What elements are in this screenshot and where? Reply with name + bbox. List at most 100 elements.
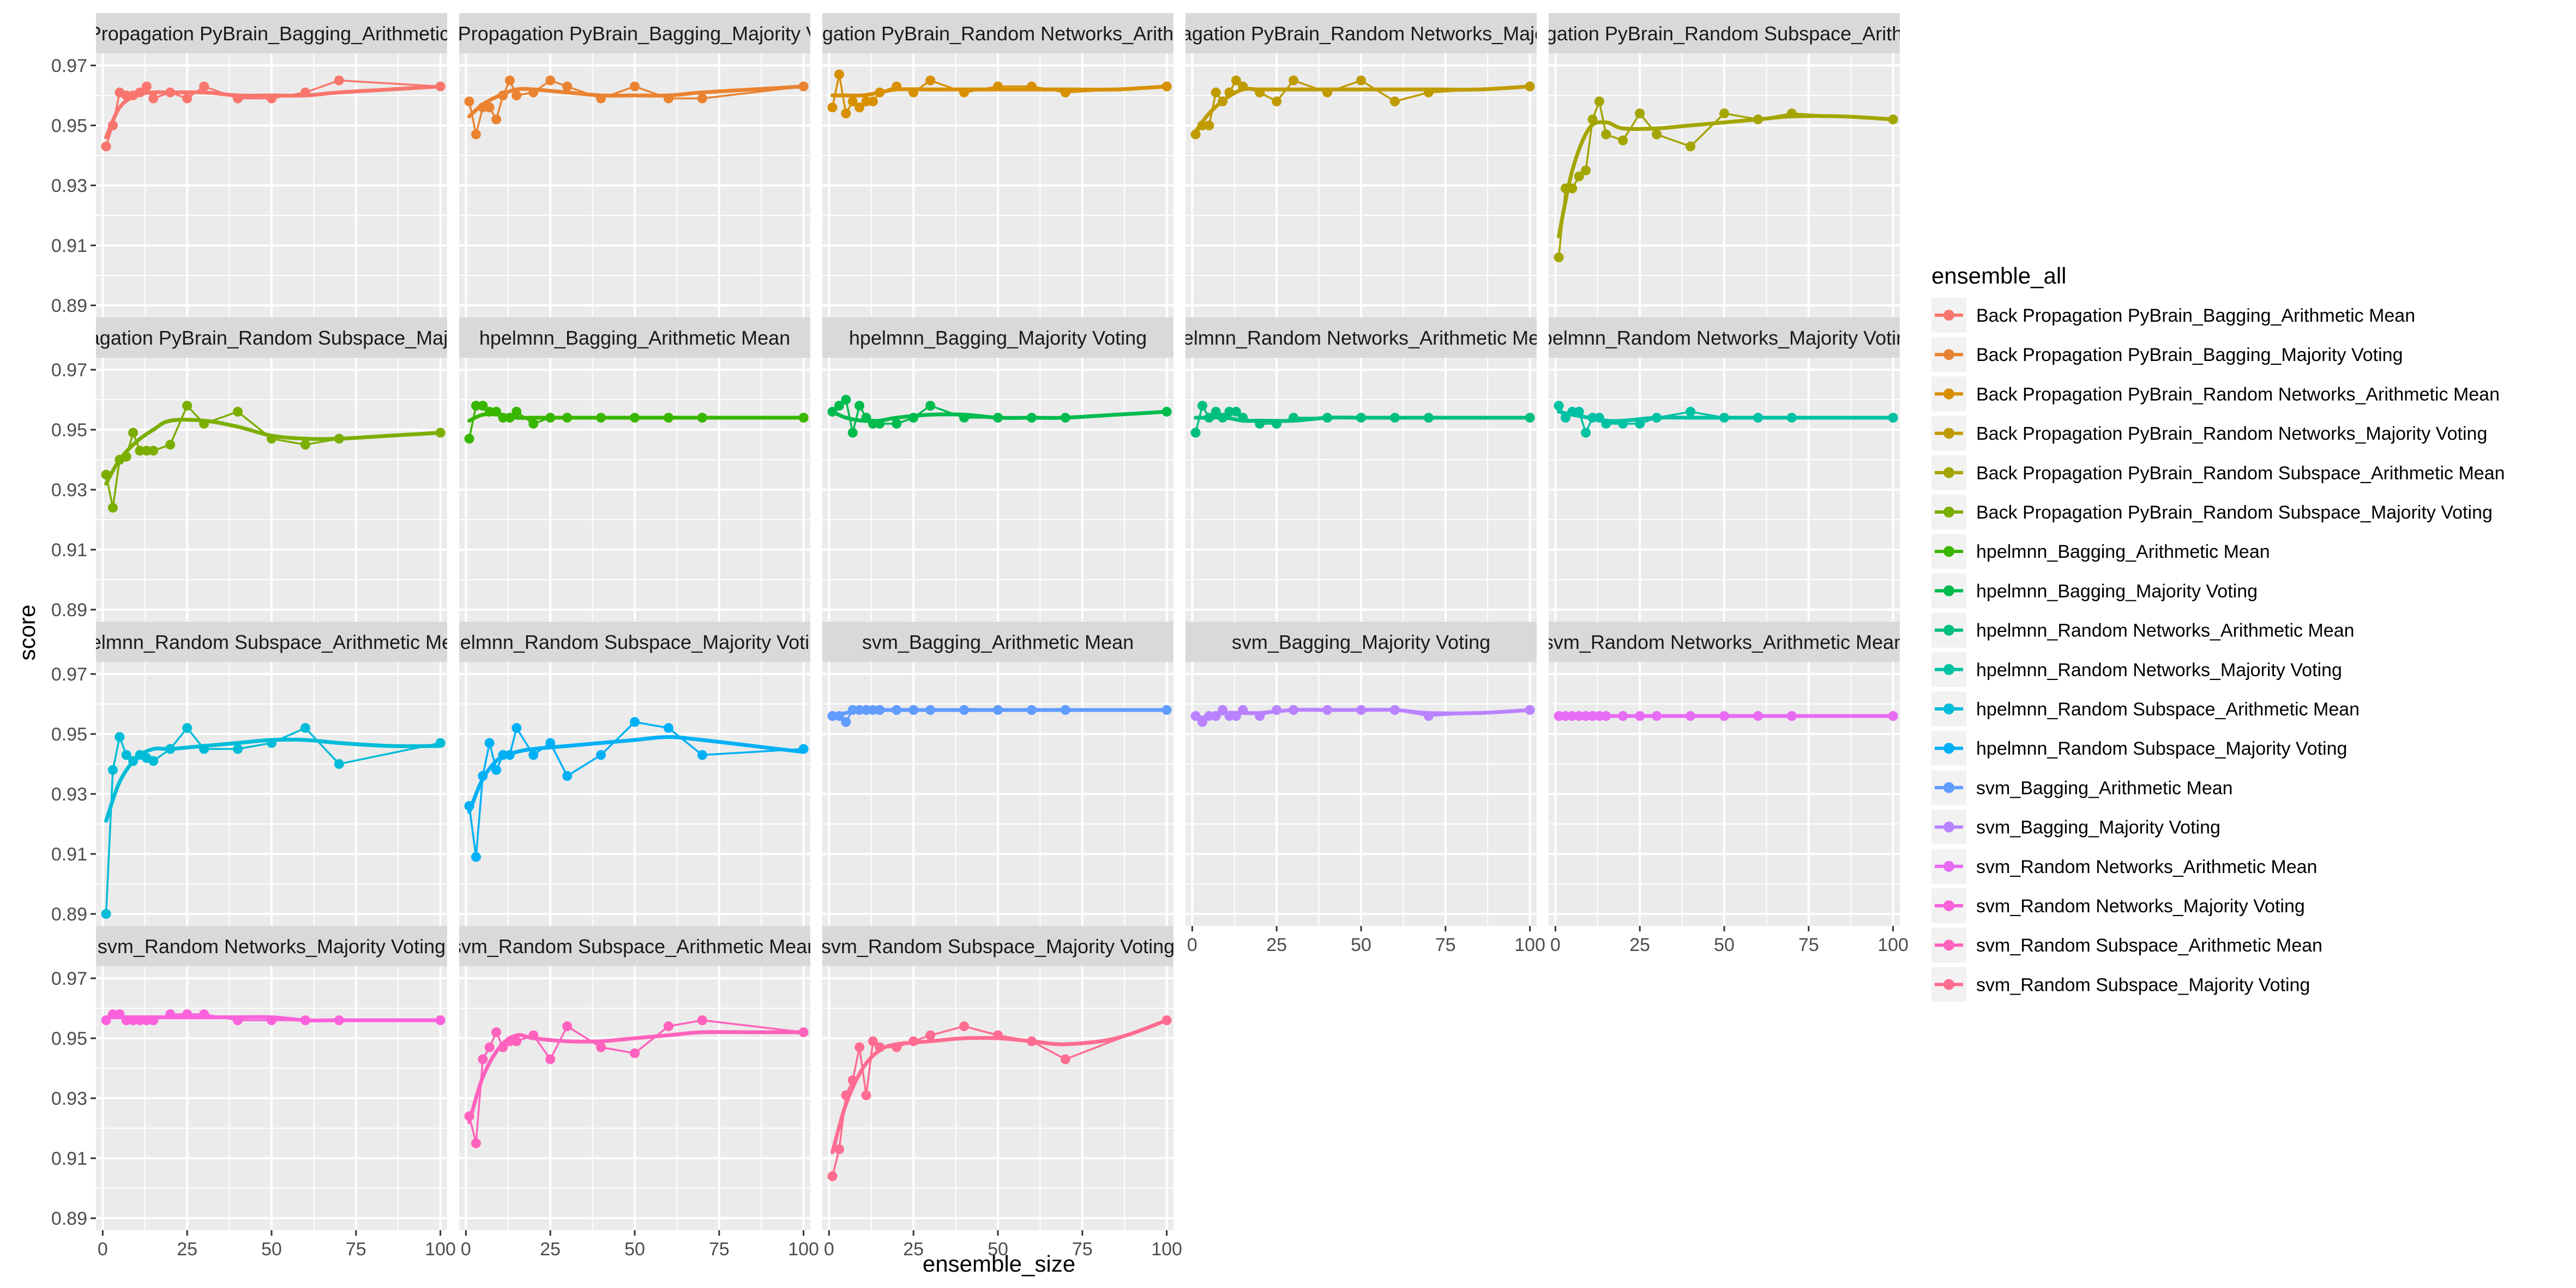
- facet-panel: svm_Bagging_Arithmetic Mean: [822, 622, 1173, 926]
- data-point: [827, 711, 838, 721]
- data-point: [1197, 717, 1207, 727]
- y-tick-label: 0.93: [51, 784, 87, 805]
- legend-item: hpelmnn_Bagging_Majority Voting: [1931, 573, 2258, 609]
- facet-strip: [1549, 13, 1900, 53]
- data-point: [498, 91, 508, 100]
- data-point: [435, 738, 446, 748]
- data-point: [1719, 711, 1729, 721]
- smooth-trend-line: [830, 1018, 1169, 1154]
- series-group: [101, 75, 446, 152]
- data-point: [1618, 711, 1628, 721]
- data-point: [545, 413, 556, 423]
- data-point: [1204, 413, 1214, 423]
- data-point: [165, 87, 176, 98]
- data-point: [841, 1090, 851, 1100]
- facet-strip-label: Back Propagation PyBrain_Random Networks…: [721, 22, 1275, 45]
- y-tick-label: 0.95: [51, 420, 87, 441]
- facet-strip-label: Back Propagation PyBrain_Bagging_Majorit…: [409, 22, 861, 45]
- facet-strip: [1549, 622, 1900, 662]
- legend-item: Back Propagation PyBrain_Random Networks…: [1931, 416, 2487, 451]
- x-tick-label: 25: [177, 1239, 197, 1260]
- legend-label: hpelmnn_Random Subspace_Arithmetic Mean: [1976, 699, 2360, 720]
- facet-strip: [459, 622, 810, 662]
- data-point: [128, 1015, 139, 1025]
- data-point: [491, 765, 502, 775]
- facet-strip: [96, 926, 447, 966]
- legend-item: Back Propagation PyBrain_Random Subspace…: [1931, 495, 2493, 529]
- legend-item: hpelmnn_Random Networks_Majority Voting: [1931, 652, 2342, 687]
- data-point: [1719, 109, 1729, 118]
- data-point: [199, 81, 209, 92]
- series-line: [1557, 98, 1893, 258]
- data-point: [135, 1015, 145, 1025]
- data-point: [1389, 413, 1400, 423]
- data-point: [141, 81, 152, 92]
- facet-strip: [96, 317, 447, 358]
- data-point: [663, 723, 673, 733]
- data-point: [993, 413, 1003, 423]
- data-point: [861, 705, 871, 715]
- x-tick-label: 100: [1877, 935, 1909, 955]
- legend-key-point: [1943, 703, 1954, 714]
- data-point: [908, 705, 919, 715]
- data-point: [847, 428, 858, 438]
- data-point: [165, 440, 176, 450]
- legend-label: hpelmnn_Random Subspace_Majority Voting: [1976, 738, 2347, 759]
- data-point: [1289, 413, 1299, 423]
- data-point: [562, 1021, 573, 1031]
- legend-label: svm_Random Subspace_Majority Voting: [1976, 974, 2310, 995]
- data-point: [854, 401, 865, 411]
- legend-label: svm_Bagging_Arithmetic Mean: [1976, 778, 2233, 798]
- data-point: [827, 1171, 838, 1181]
- facet-strip: [96, 13, 447, 53]
- data-point: [868, 97, 878, 106]
- facet-panel: Back Propagation PyBrain_Bagging_Majorit…: [409, 13, 861, 317]
- y-tick-label: 0.91: [51, 844, 87, 865]
- legend-key-point: [1943, 467, 1954, 478]
- data-point: [1635, 711, 1645, 721]
- x-axis-title: ensemble_size: [923, 1251, 1075, 1277]
- data-point: [847, 97, 858, 106]
- legend-item: svm_Random Subspace_Majority Voting: [1931, 967, 2310, 1002]
- legend-key-point: [1943, 664, 1954, 675]
- legend-key-point: [1943, 428, 1954, 439]
- data-point: [300, 440, 310, 450]
- data-point: [861, 1090, 871, 1100]
- x-tick-label: 0: [461, 1239, 471, 1260]
- data-point: [1601, 419, 1611, 429]
- series-line: [468, 721, 804, 857]
- data-point: [925, 401, 936, 411]
- data-point: [1231, 711, 1241, 721]
- data-point: [504, 413, 515, 423]
- data-point: [959, 705, 970, 715]
- data-point: [875, 1042, 885, 1052]
- data-point: [121, 91, 131, 100]
- data-point: [1255, 711, 1265, 721]
- x-tick-label: 100: [1514, 935, 1545, 955]
- data-point: [1255, 419, 1265, 429]
- data-point: [827, 103, 838, 112]
- series-group: [101, 1009, 446, 1025]
- data-point: [135, 87, 145, 98]
- data-point: [562, 81, 573, 92]
- data-point: [1888, 413, 1898, 423]
- data-point: [697, 93, 707, 104]
- data-point: [1197, 121, 1207, 130]
- facet-strip-label: svm_Random Networks_Arithmetic Mean: [1544, 631, 1905, 653]
- data-point: [596, 93, 606, 104]
- legend-item: hpelmnn_Random Subspace_Majority Voting: [1931, 731, 2347, 766]
- data-point: [908, 87, 919, 98]
- series-group: [464, 75, 809, 140]
- x-tick-label: 50: [1351, 935, 1371, 955]
- data-point: [471, 1138, 481, 1148]
- data-point: [511, 1036, 522, 1046]
- data-point: [908, 1036, 919, 1046]
- series-line: [105, 726, 441, 914]
- data-point: [1211, 87, 1221, 98]
- legend-item: hpelmnn_Bagging_Arithmetic Mean: [1931, 534, 2270, 569]
- data-point: [1026, 81, 1037, 92]
- data-point: [834, 401, 844, 411]
- data-point: [868, 419, 878, 429]
- y-tick-label: 0.91: [51, 236, 87, 256]
